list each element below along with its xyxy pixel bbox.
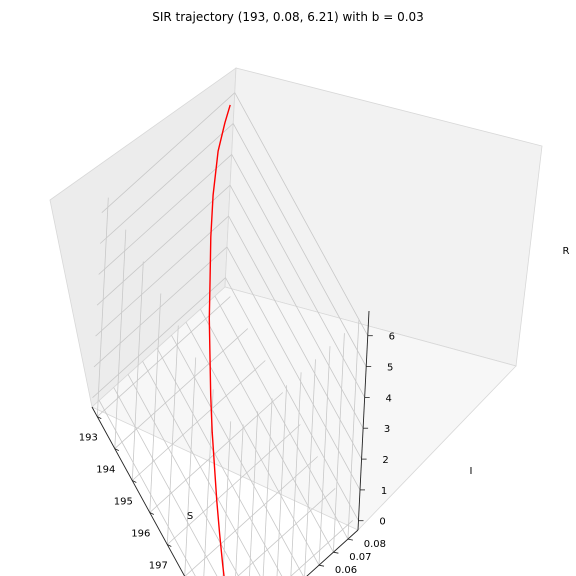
z-grid-left-3 <box>96 184 231 306</box>
x-grid-floor-3 <box>149 392 284 513</box>
y-tick-mark-7 <box>333 551 339 554</box>
z-tick-label: 4 <box>386 393 392 404</box>
x-grid-floor-0 <box>97 296 231 417</box>
x-tick-label: 195 <box>114 497 133 508</box>
z-grid-left-1 <box>93 246 228 368</box>
y-grid-floor-3 <box>142 361 261 576</box>
series-line-0 <box>208 104 231 576</box>
y-grid-wall-1 <box>249 411 259 576</box>
z-grid-right-6 <box>234 92 369 336</box>
z-grid-right-2 <box>228 215 362 460</box>
y-grid-wall-2 <box>262 398 273 576</box>
y-axis-line <box>306 529 359 576</box>
axis-lines <box>91 310 373 576</box>
z-grid-right-5 <box>232 123 367 367</box>
z-tick-label: 2 <box>382 455 388 466</box>
x-tick-mark-3 <box>149 512 154 515</box>
z-grid-left-6 <box>101 92 236 213</box>
x-grid-wall-2 <box>131 261 144 481</box>
chart-title: SIR trajectory (193, 0.08, 6.21) with b … <box>152 10 424 24</box>
y-grid-floor-5 <box>171 335 304 576</box>
x-grid-floor-6 <box>237 488 336 576</box>
y-tick-label: 0.07 <box>349 552 371 563</box>
x-tick-label: 193 <box>79 433 98 444</box>
y-grid-floor-6 <box>185 322 320 566</box>
z-grid-right-1 <box>226 246 361 491</box>
z-tick-label: 3 <box>384 424 390 435</box>
y-tick-mark-8 <box>347 538 353 541</box>
x-grid-floor-1 <box>114 328 249 449</box>
x-tick-mark-0 <box>97 416 102 419</box>
tick-labels: 1931941951961971981992000.000.010.020.03… <box>79 332 395 576</box>
z-grid-left-5 <box>99 123 234 244</box>
x-axis-line <box>91 406 186 576</box>
axis-panes <box>49 67 543 531</box>
y-grid-wall-8 <box>347 320 360 540</box>
x-grid-floor-2 <box>132 360 266 481</box>
x-grid-floor-4 <box>167 424 301 545</box>
z-grid-right-3 <box>229 185 364 429</box>
z-axis-label: R <box>563 246 570 257</box>
x-grid-wall-5 <box>184 357 197 576</box>
z-grid-right-0 <box>225 277 359 521</box>
x-grid-wall-7 <box>222 421 232 576</box>
z-grid-left-4 <box>98 154 232 275</box>
y-grid-floor-0 <box>98 400 196 576</box>
x-axis-label: S <box>187 511 193 522</box>
x-grid-wall-3 <box>149 293 162 513</box>
z-axis-line <box>357 310 370 531</box>
trajectory-series <box>208 104 231 576</box>
x-grid-wall-0 <box>96 197 109 417</box>
z-tick-label: 5 <box>387 363 393 374</box>
x-grid-wall-4 <box>166 325 179 545</box>
x-tick-label: 197 <box>149 561 168 572</box>
z-tick-label: 0 <box>379 517 385 528</box>
x-tick-label: 194 <box>96 465 115 476</box>
y-axis-label: I <box>470 466 473 477</box>
x-tick-mark-2 <box>132 480 137 483</box>
x-tick-mark-4 <box>167 544 172 547</box>
y-grid-floor-1 <box>113 387 218 576</box>
z-grid-left-2 <box>95 215 229 337</box>
y-grid-floor-2 <box>127 374 239 576</box>
y-tick-mark-6 <box>318 564 325 567</box>
z-grid-left-0 <box>92 277 226 398</box>
z-tick-label: 1 <box>381 486 387 497</box>
floor-pane <box>91 286 517 531</box>
x-tick-mark-1 <box>114 448 119 451</box>
y-grid-wall-0 <box>235 424 244 576</box>
x-grid-floor-7 <box>290 520 353 576</box>
y-grid-floor-7 <box>200 309 334 553</box>
y-tick-label: 0.06 <box>335 565 357 576</box>
y-grid-floor-8 <box>214 295 349 540</box>
y-tick-label: 0.08 <box>364 539 386 550</box>
z-tick-label: 6 <box>389 332 395 343</box>
y-grid-floor-4 <box>156 348 283 576</box>
z-grid-right-4 <box>231 154 366 398</box>
x-tick-label: 196 <box>131 529 150 540</box>
x-grid-wall-1 <box>114 229 127 449</box>
grid-lines <box>92 92 369 576</box>
